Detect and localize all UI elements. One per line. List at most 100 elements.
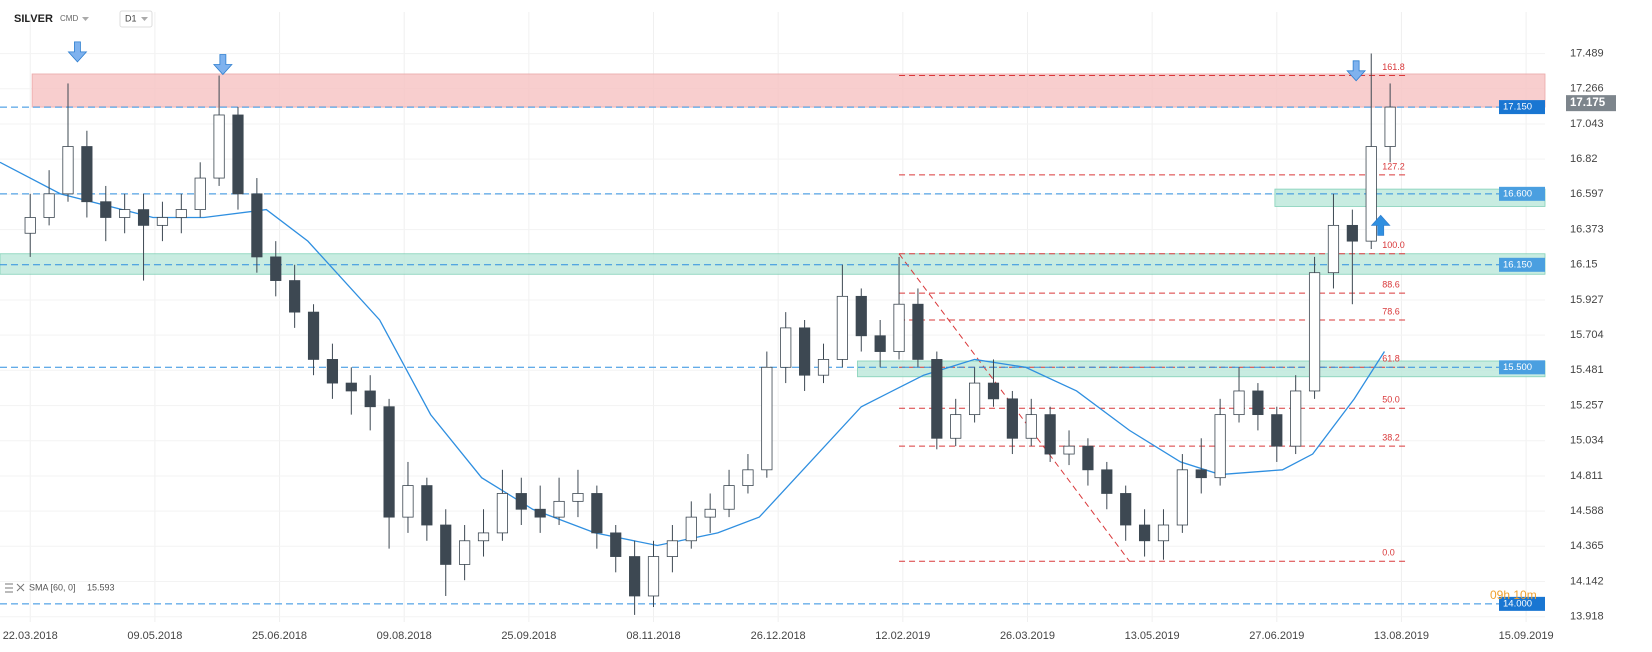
- y-tick-label: 17.266: [1570, 83, 1604, 95]
- candle-body: [855, 295, 867, 337]
- candle-body: [81, 146, 93, 203]
- candle-body: [156, 217, 169, 226]
- candle-body: [950, 414, 962, 439]
- interval-button[interactable]: [119, 10, 153, 28]
- y-tick-label: 16.373: [1570, 224, 1604, 236]
- candle-body: [912, 303, 924, 360]
- candle-body: [1006, 398, 1018, 439]
- level-label: 14.000: [1503, 598, 1532, 609]
- legend-icon: [5, 583, 13, 593]
- level-box: [1499, 257, 1545, 272]
- fib-label: 38.2: [1382, 433, 1400, 443]
- x-tick-label: 13.05.2019: [1125, 630, 1180, 642]
- candle-body: [1120, 493, 1132, 526]
- x-tick-label: 13.08.2019: [1374, 630, 1429, 642]
- fib-label: 61.8: [1382, 354, 1400, 364]
- x-tick-label: 25.06.2018: [252, 630, 307, 642]
- candle-body: [307, 311, 320, 360]
- candle-body: [591, 493, 603, 534]
- candle-body: [100, 201, 112, 218]
- interval-caret: [141, 17, 148, 21]
- candle-body: [459, 540, 471, 565]
- candle-body: [326, 359, 339, 384]
- candle-body: [893, 303, 905, 352]
- countdown: 09h 10m: [1490, 588, 1537, 602]
- fib-label: 161.8: [1382, 62, 1405, 72]
- fib-label: 100.0: [1382, 240, 1405, 250]
- zone: [0, 253, 1546, 275]
- candle-body: [1101, 469, 1113, 494]
- candle-body: [1044, 414, 1056, 455]
- candle-body: [629, 556, 641, 597]
- candle-body: [421, 485, 433, 526]
- candle-body: [1327, 224, 1340, 274]
- symbol: SILVER: [14, 13, 53, 25]
- x-tick-label: 27.06.2019: [1249, 630, 1304, 642]
- x-tick-label: 09.08.2018: [377, 630, 432, 642]
- candle-body: [43, 193, 55, 218]
- level-label: 16.600: [1503, 188, 1532, 199]
- candle-body: [836, 295, 848, 360]
- candle-body: [1233, 390, 1245, 416]
- candle-body: [194, 177, 206, 211]
- fib-label: 0.0: [1382, 548, 1395, 558]
- sma-line: [0, 161, 1386, 547]
- candle-body: [969, 382, 981, 416]
- candle-body: [213, 114, 225, 179]
- legend-close[interactable]: [16, 583, 25, 592]
- y-tick-label: 16.597: [1570, 188, 1604, 200]
- y-tick-label: 14.142: [1570, 575, 1604, 587]
- candle-body: [232, 114, 244, 195]
- x-tick-label: 08.11.2018: [626, 630, 680, 642]
- y-tick-label: 15.481: [1570, 364, 1604, 376]
- x-tick-label: 25.09.2018: [501, 630, 556, 642]
- candle-body: [515, 493, 527, 510]
- x-tick-label: 26.12.2018: [751, 630, 806, 642]
- legend-name: SMA [60, 0]: [29, 582, 76, 592]
- y-tick-label: 16.15: [1570, 259, 1598, 271]
- candle-body: [799, 327, 811, 376]
- fib-label: 78.6: [1382, 306, 1400, 316]
- y-tick-label: 15.257: [1570, 400, 1604, 412]
- x-tick-label: 12.02.2019: [875, 630, 930, 642]
- y-tick-label: 14.588: [1570, 505, 1604, 517]
- x-tick-label: 15.09.2019: [1499, 630, 1554, 642]
- candle-body: [1138, 524, 1151, 542]
- level-label: 15.500: [1503, 362, 1532, 373]
- candle-body: [1063, 445, 1075, 455]
- market: CMD: [60, 14, 78, 23]
- level-box: [1499, 596, 1545, 611]
- candle-body: [666, 540, 678, 557]
- candle-body: [496, 493, 509, 534]
- candle-body: [723, 485, 735, 510]
- y-tick-label: 14.811: [1570, 470, 1603, 482]
- zone: [31, 73, 1546, 108]
- candle-body: [289, 280, 301, 313]
- candle-body: [175, 209, 187, 218]
- candle-body: [761, 366, 773, 471]
- x-tick-label: 22.03.2018: [3, 630, 58, 642]
- y-tick-label: 15.927: [1570, 294, 1604, 306]
- level-box: [1499, 100, 1545, 115]
- candle-body: [553, 500, 565, 518]
- candle-body: [119, 209, 131, 218]
- candle-body: [874, 335, 886, 352]
- y-tick-label: 17.043: [1570, 118, 1604, 130]
- fib-label: 50.0: [1382, 395, 1400, 405]
- fib-label: 127.2: [1382, 161, 1405, 171]
- signal-arrow: [67, 41, 88, 63]
- candle-body: [24, 217, 36, 234]
- y-tick-label: 17.489: [1570, 48, 1604, 60]
- candle-body: [440, 524, 452, 565]
- dropdown-caret[interactable]: [82, 17, 89, 21]
- x-tick-label: 26.03.2019: [1000, 630, 1055, 642]
- level-box: [1499, 360, 1545, 375]
- fib-label: 88.6: [1382, 280, 1400, 290]
- candle-body: [345, 382, 357, 392]
- candle-body: [780, 327, 792, 368]
- y-tick-label: 15.034: [1570, 435, 1604, 447]
- candle-body: [987, 382, 1000, 400]
- candle-body: [137, 209, 150, 226]
- candle-body: [1252, 390, 1264, 416]
